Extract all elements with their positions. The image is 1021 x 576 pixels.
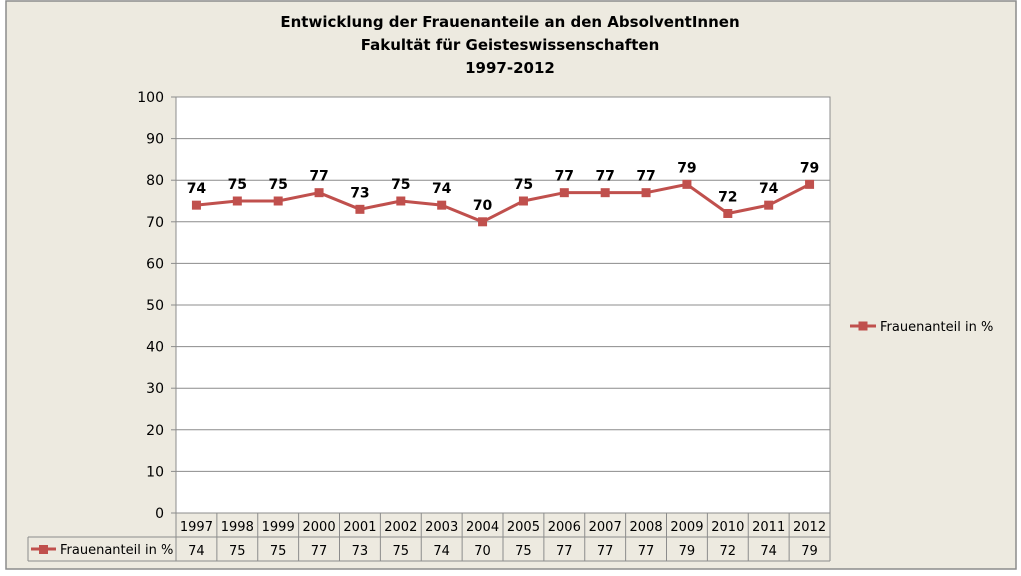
x-category-label: 2012 xyxy=(793,520,826,535)
y-tick-label: 80 xyxy=(146,173,164,189)
table-value-cell: 74 xyxy=(760,544,777,559)
data-label: 77 xyxy=(309,169,328,185)
data-point-marker xyxy=(641,188,651,198)
data-point-marker xyxy=(478,217,488,227)
table-value-cell: 75 xyxy=(229,544,246,559)
data-label: 79 xyxy=(800,160,819,176)
data-point-marker xyxy=(314,188,324,198)
chart-title-line: 1997-2012 xyxy=(465,59,555,77)
table-value-cell: 77 xyxy=(638,544,655,559)
table-value-cell: 75 xyxy=(393,544,410,559)
table-value-cell: 74 xyxy=(433,544,450,559)
data-point-marker xyxy=(396,196,406,206)
data-point-marker xyxy=(682,179,692,189)
x-category-label: 2000 xyxy=(303,520,336,535)
chart-title-line: Fakultät für Geisteswissenschaften xyxy=(361,36,660,54)
y-tick-label: 60 xyxy=(146,256,164,272)
y-tick-label: 0 xyxy=(155,506,164,522)
y-tick-label: 90 xyxy=(146,132,164,148)
table-value-cell: 77 xyxy=(597,544,614,559)
data-point-marker xyxy=(273,196,283,206)
chart-title: Entwicklung der Frauenanteile an den Abs… xyxy=(280,13,739,77)
data-label: 70 xyxy=(473,198,493,214)
data-label: 75 xyxy=(391,177,410,193)
table-value-cell: 77 xyxy=(556,544,573,559)
data-label: 77 xyxy=(555,169,574,185)
x-category-label: 2008 xyxy=(630,520,663,535)
table-legend-marker xyxy=(39,545,48,554)
data-point-marker xyxy=(559,188,569,198)
x-category-label: 2009 xyxy=(670,520,703,535)
x-category-label: 1999 xyxy=(262,520,295,535)
y-tick-label: 20 xyxy=(146,423,164,439)
table-value-cell: 79 xyxy=(801,544,818,559)
data-label: 79 xyxy=(677,160,696,176)
table-value-cell: 75 xyxy=(515,544,532,559)
data-point-marker xyxy=(600,188,610,198)
data-point-marker xyxy=(723,208,733,218)
data-label: 75 xyxy=(514,177,533,193)
data-label: 77 xyxy=(636,169,655,185)
x-category-label: 1997 xyxy=(180,520,213,535)
x-category-label: 2006 xyxy=(548,520,581,535)
x-category-label: 2005 xyxy=(507,520,540,535)
data-point-marker xyxy=(805,179,815,189)
table-value-cell: 75 xyxy=(270,544,287,559)
data-label: 74 xyxy=(759,181,779,197)
table-value-cell: 79 xyxy=(679,544,696,559)
table-value-cell: 73 xyxy=(352,544,369,559)
y-tick-label: 30 xyxy=(146,381,164,397)
x-category-label: 2003 xyxy=(425,520,458,535)
data-label: 75 xyxy=(228,177,247,193)
y-tick-label: 10 xyxy=(146,464,164,480)
legend-marker xyxy=(858,321,868,331)
data-point-marker xyxy=(764,200,774,210)
table-value-cell: 77 xyxy=(311,544,328,559)
chart-title-line: Entwicklung der Frauenanteile an den Abs… xyxy=(280,13,739,31)
table-value-cell: 74 xyxy=(188,544,205,559)
data-point-marker xyxy=(355,204,365,214)
x-category-label: 1998 xyxy=(221,520,254,535)
data-label: 75 xyxy=(268,177,287,193)
y-tick-label: 40 xyxy=(146,340,164,356)
data-point-marker xyxy=(518,196,528,206)
table-value-cell: 70 xyxy=(474,544,491,559)
series-line xyxy=(196,182,811,224)
data-label: 72 xyxy=(718,189,737,205)
table-series-name: Frauenanteil in % xyxy=(60,543,173,558)
data-label: 74 xyxy=(187,181,207,197)
y-tick-label: 50 xyxy=(146,298,164,314)
data-label: 77 xyxy=(595,169,614,185)
data-point-marker xyxy=(191,200,201,210)
data-label: 73 xyxy=(350,185,369,201)
data-point-marker xyxy=(232,196,242,206)
x-category-label: 2004 xyxy=(466,520,499,535)
x-category-label: 2011 xyxy=(752,520,785,535)
legend-label: Frauenanteil in % xyxy=(880,320,993,335)
x-category-label: 2007 xyxy=(589,520,622,535)
x-category-label: 2001 xyxy=(343,520,376,535)
table-value-cell: 72 xyxy=(720,544,737,559)
data-point-marker xyxy=(437,200,447,210)
data-label: 74 xyxy=(432,181,452,197)
y-tick-label: 100 xyxy=(137,90,164,106)
x-category-label: 2002 xyxy=(384,520,417,535)
x-category-label: 2010 xyxy=(711,520,744,535)
y-tick-label: 70 xyxy=(146,215,164,231)
